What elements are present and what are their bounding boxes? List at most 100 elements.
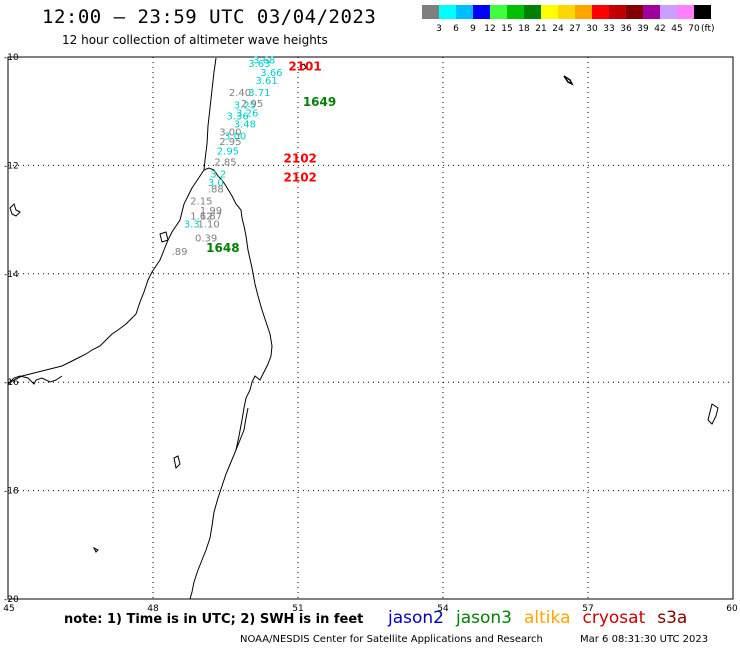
pass-time-label: 1648	[206, 241, 239, 255]
colorbar-swatch	[558, 5, 575, 19]
wave-height-label: 3.61	[255, 76, 277, 87]
wave-height-label: 1.87	[200, 212, 222, 223]
satellite-legend: jason2 jason3 altika cryosat s3a	[388, 608, 699, 628]
colorbar-swatch	[694, 5, 711, 19]
wave-height-label: 3.0	[208, 178, 224, 189]
islet-3	[173, 455, 181, 470]
lat-tick-label: -12	[4, 161, 19, 171]
footnote: note: 1) Time is in UTC; 2) SWH is in fe…	[64, 612, 364, 627]
wave-height-label: 2.40	[229, 88, 251, 99]
wave-height-label: 3.66	[260, 68, 282, 79]
wave-height-labels: 3.633.683.663.612.403.713.252.953.263.36…	[172, 56, 283, 258]
lon-tick-label: 60	[726, 604, 738, 614]
satellite-pass-times: 2101 1649 2102 2102 1648	[206, 60, 336, 256]
pass-time-label: 2101	[288, 60, 321, 74]
colorbar-swatch	[456, 5, 473, 19]
wave-height-label: 3.36	[226, 111, 248, 122]
colorbar-tick-label: 27	[569, 24, 580, 34]
colorbar-tick-label: 45	[671, 24, 682, 34]
islet-2	[159, 231, 169, 243]
colorbar-unit: (ft)	[701, 24, 715, 34]
comoros-island	[9, 203, 21, 217]
wave-height-label: 3.26	[236, 109, 258, 120]
pass-time-label: 2102	[284, 171, 317, 185]
colorbar-swatch	[541, 5, 558, 19]
wave-height-label: 3.2	[210, 169, 226, 180]
colorbar-tick-label: 18	[518, 24, 530, 34]
lon-tick-label: 57	[582, 604, 593, 614]
colorbar-swatch	[439, 5, 456, 19]
colorbar-swatch	[507, 5, 524, 19]
wave-height-label: 1.10	[197, 220, 219, 231]
wave-height-label: 1.62	[190, 212, 212, 223]
credit-line: NOAA/NESDIS Center for Satellite Applica…	[240, 634, 543, 645]
colorbar-swatch	[677, 5, 694, 19]
satellite-legend-jason3: jason3	[456, 608, 512, 628]
wave-height-label: 2.95	[241, 99, 263, 110]
wave-height-label: 3.3	[184, 220, 200, 231]
colorbar-tick-label: 12	[484, 24, 495, 34]
lat-tick-label: -16	[4, 378, 19, 388]
colorbar-tick-label: 24	[552, 24, 564, 34]
seychelles-island	[563, 75, 574, 86]
wave-height-label: 2.15	[190, 196, 212, 207]
south-coast-inlet	[235, 407, 249, 451]
lat-tick-label: -20	[4, 595, 19, 605]
wave-height-label: 2.95	[219, 137, 241, 148]
islet-1	[92, 546, 99, 553]
wave-height-label: .88	[208, 185, 224, 196]
colorbar-tick-label: 6	[453, 24, 459, 34]
wave-height-label: 3.48	[234, 119, 256, 130]
madagascar-west-coastline	[7, 169, 205, 385]
wave-height-label: 0.39	[195, 233, 217, 244]
colorbar-swatch	[609, 5, 626, 19]
wave-height-label: 2.85	[214, 157, 236, 168]
map-frame	[7, 56, 734, 600]
satellite-legend-jason2: jason2	[388, 608, 444, 628]
wave-height-label: .89	[172, 247, 188, 258]
colorbar-swatch	[660, 5, 677, 19]
colorbar-tick-label: 42	[654, 24, 665, 34]
mauritius-island	[707, 403, 719, 425]
map-title: 12:00 – 23:59 UTC 03/04/2023	[42, 6, 377, 28]
colorbar-swatch	[524, 5, 541, 19]
colorbar-tick-label: 33	[603, 24, 614, 34]
colorbar-swatch	[473, 5, 490, 19]
colorbar-swatch	[575, 5, 592, 19]
colorbar-tick-label: 36	[620, 24, 632, 34]
satellite-legend-s3a: s3a	[657, 608, 688, 628]
west-coast-detail	[7, 375, 63, 385]
colorbar-tick-label: 30	[586, 24, 598, 34]
lon-tick-label: 48	[147, 604, 159, 614]
pass-time-label: 2102	[284, 152, 317, 166]
longitude-tick-labels: 45 48 51 54 57 60	[3, 604, 738, 614]
lat-tick-label: -10	[4, 53, 19, 63]
latitude-tick-labels: -10 -12 -14 -16 -18 -20	[4, 53, 19, 605]
madagascar-coastline	[189, 57, 273, 600]
colorbar-swatch	[490, 5, 507, 19]
colorbar-swatch	[592, 5, 609, 19]
colorbar-swatch	[422, 5, 439, 19]
lat-lon-gridlines	[8, 57, 733, 599]
wave-height-label: 3.00	[224, 131, 246, 142]
lon-tick-label: 51	[292, 604, 303, 614]
wave-height-label: 3.25	[234, 100, 256, 111]
colorbar-tick-label: 3	[436, 24, 442, 34]
satellite-legend-cryosat: cryosat	[582, 608, 646, 628]
wave-height-label: 3.71	[248, 88, 270, 99]
wave-height-label: 3.68	[253, 56, 275, 67]
satellite-legend-altika: altika	[524, 608, 571, 628]
colorbar-tick-label: 15	[501, 24, 512, 34]
lon-tick-label: 45	[3, 604, 14, 614]
mayotte-island	[299, 63, 307, 71]
colorbar-swatch	[643, 5, 660, 19]
wave-height-colorbar: 3 6 9 12 15 18 21 24 27 30 33 36 39 42 45 70 (ft)	[422, 5, 715, 34]
lon-tick-label: 54	[437, 604, 449, 614]
lat-tick-label: -18	[4, 487, 19, 497]
generation-timestamp: Mar 6 08:31:30 UTC 2023	[580, 634, 709, 645]
colorbar-tick-label: 39	[637, 24, 649, 34]
wave-height-label: 3.00	[219, 128, 241, 139]
wave-height-label: 3.63	[248, 59, 270, 70]
colorbar-tick-label: 70	[688, 24, 700, 34]
